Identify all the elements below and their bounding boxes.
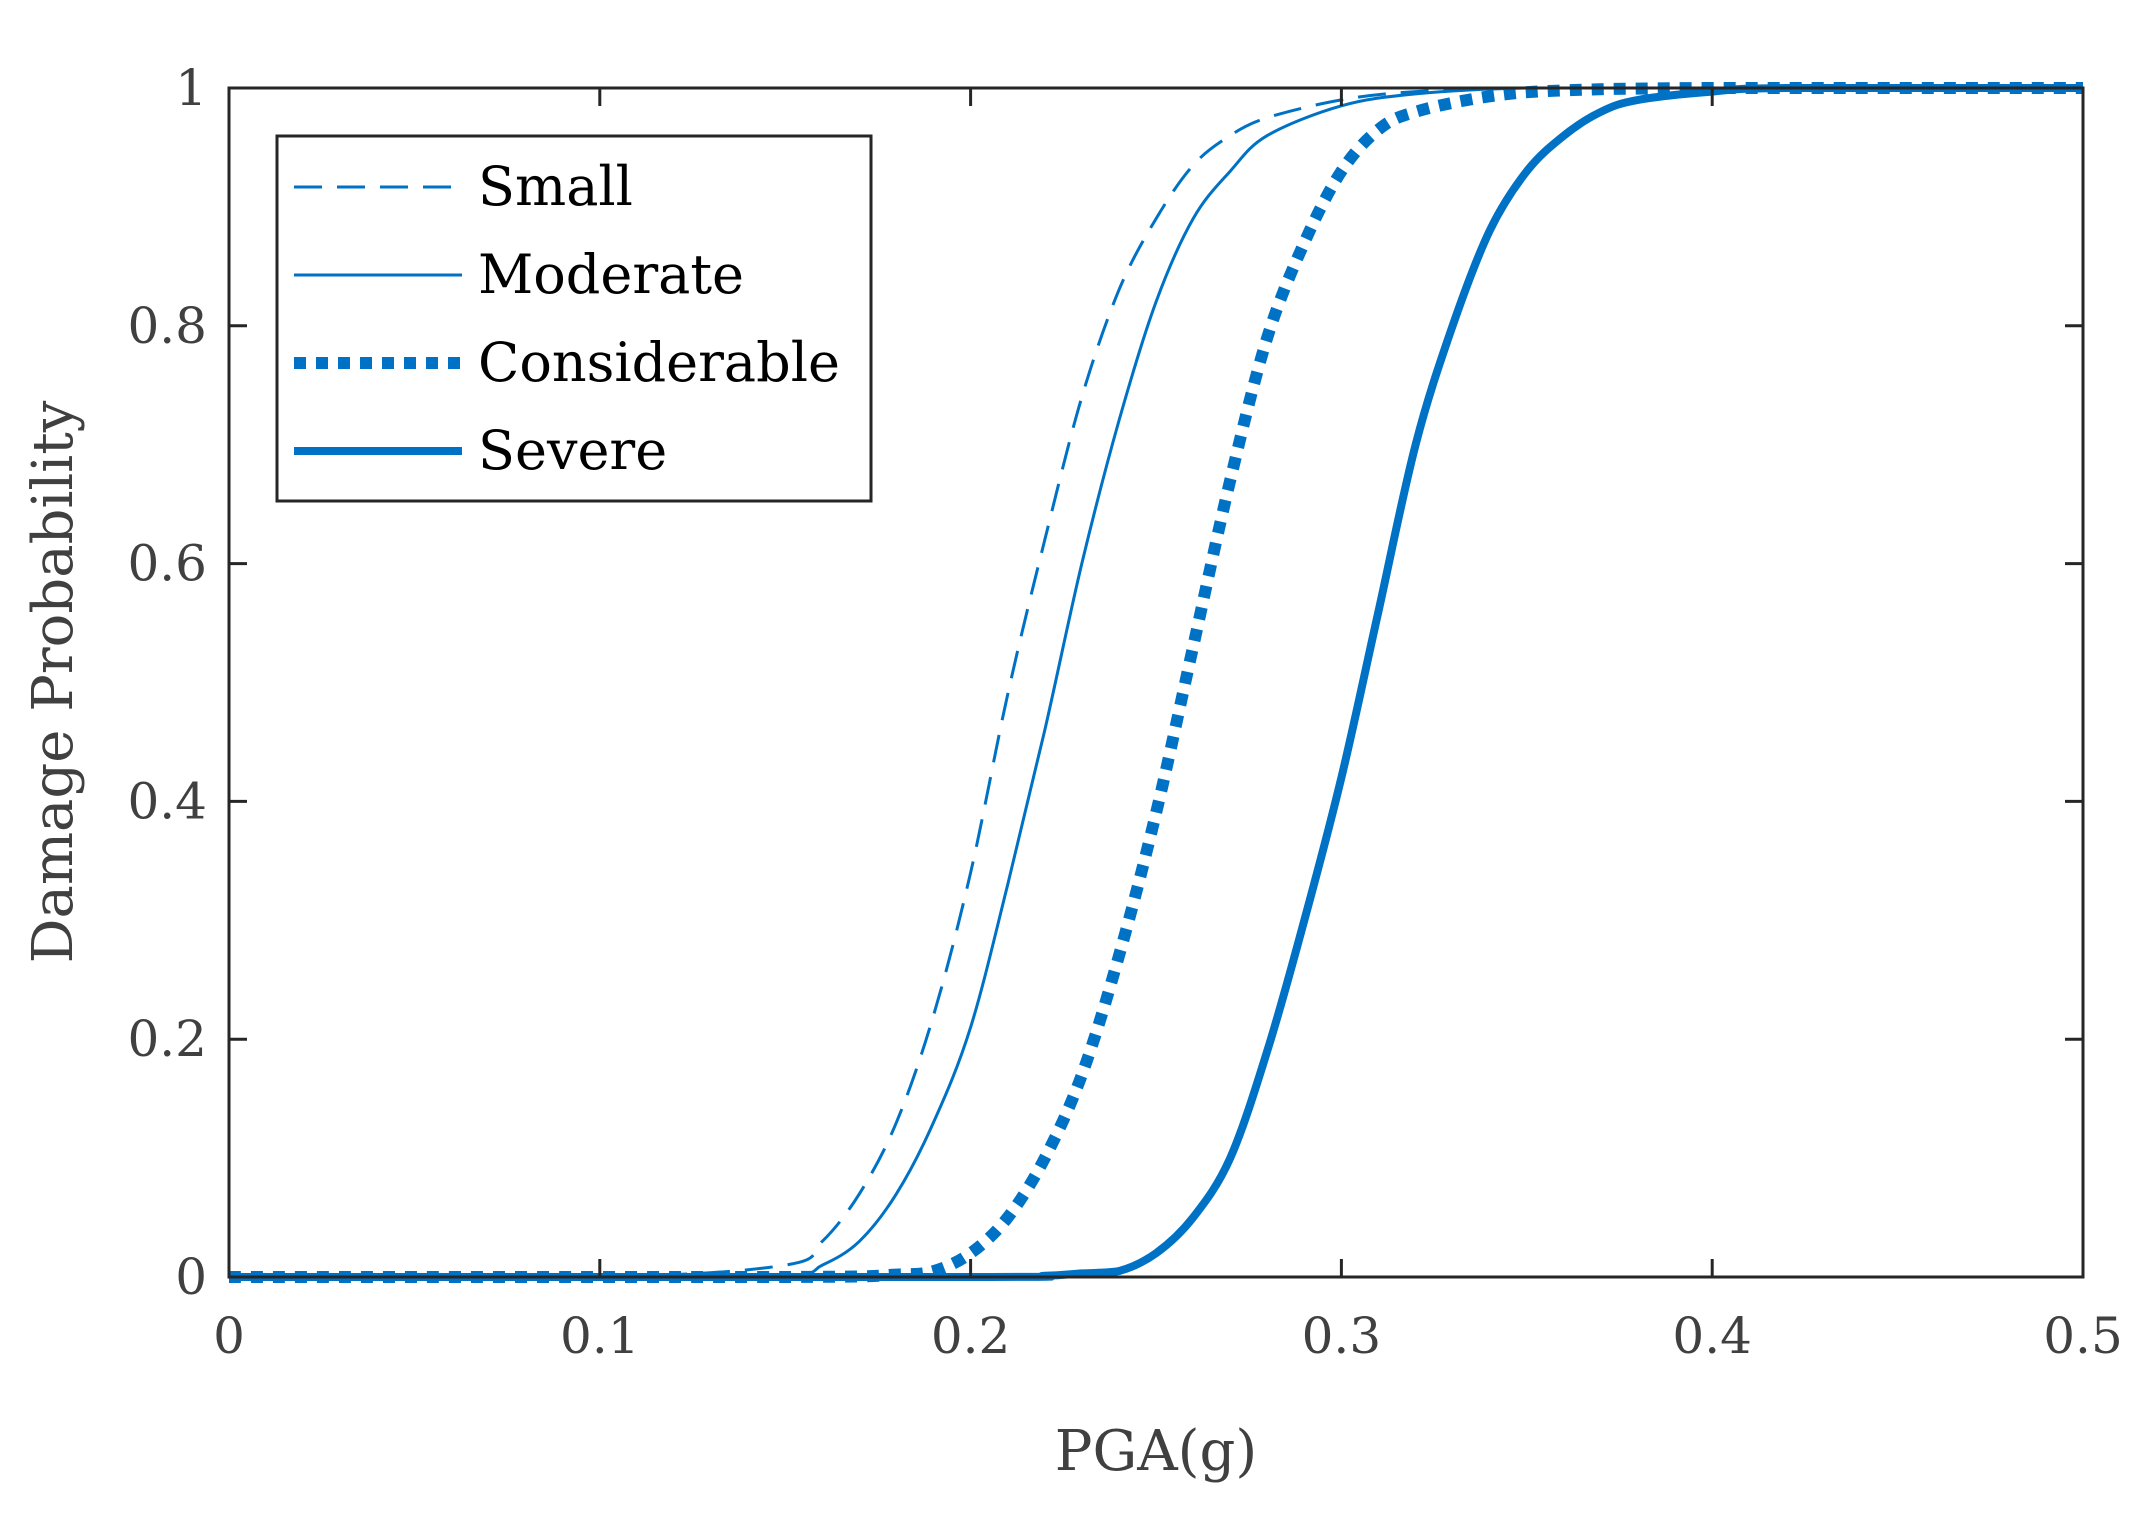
y-tick-label: 0.2 (127, 1010, 207, 1068)
tick-labels-layer: 0 0.1 0.2 0.3 0.4 0.5 0 0.2 0.4 0.6 0.8 1 (127, 59, 2122, 1365)
x-tick-label: 0.4 (1672, 1307, 1752, 1365)
y-tick-label: 0.4 (127, 772, 207, 830)
legend-box (275, 134, 873, 503)
y-tick-label: 0.8 (127, 297, 207, 355)
ticks-layer (227, 86, 2085, 1279)
legend-entry-moderate: Moderate (294, 243, 744, 306)
y-tick-label: 0.6 (127, 535, 207, 593)
legend-label-severe: Severe (478, 419, 667, 482)
x-tick-label: 0 (213, 1307, 245, 1365)
y-tick-label: 0 (175, 1248, 207, 1306)
x-tick-label: 0.1 (560, 1307, 640, 1365)
axes-box (227, 86, 2085, 1279)
legend-label-small: Small (478, 155, 633, 218)
y-tick-label: 1 (175, 59, 207, 117)
x-tick-label: 0.3 (1302, 1307, 1382, 1365)
legend-entry-considerable: Considerable (294, 331, 840, 394)
legend-entry-small: Small (294, 155, 633, 218)
legend-entry-severe: Severe (294, 419, 667, 482)
y-axis-title: Damage Probability (21, 400, 86, 963)
legend-label-considerable: Considerable (478, 331, 840, 394)
legend-label-moderate: Moderate (478, 243, 744, 306)
x-tick-label: 0.2 (931, 1307, 1011, 1365)
legend-entries: Small Moderate Considerable Severe (294, 155, 840, 482)
x-tick-label: 0.5 (2043, 1307, 2123, 1365)
series-line-moderate (229, 86, 2083, 1279)
legend: Small Moderate Considerable Severe (275, 134, 873, 503)
x-axis-title: PGA(g) (1055, 1419, 1257, 1484)
